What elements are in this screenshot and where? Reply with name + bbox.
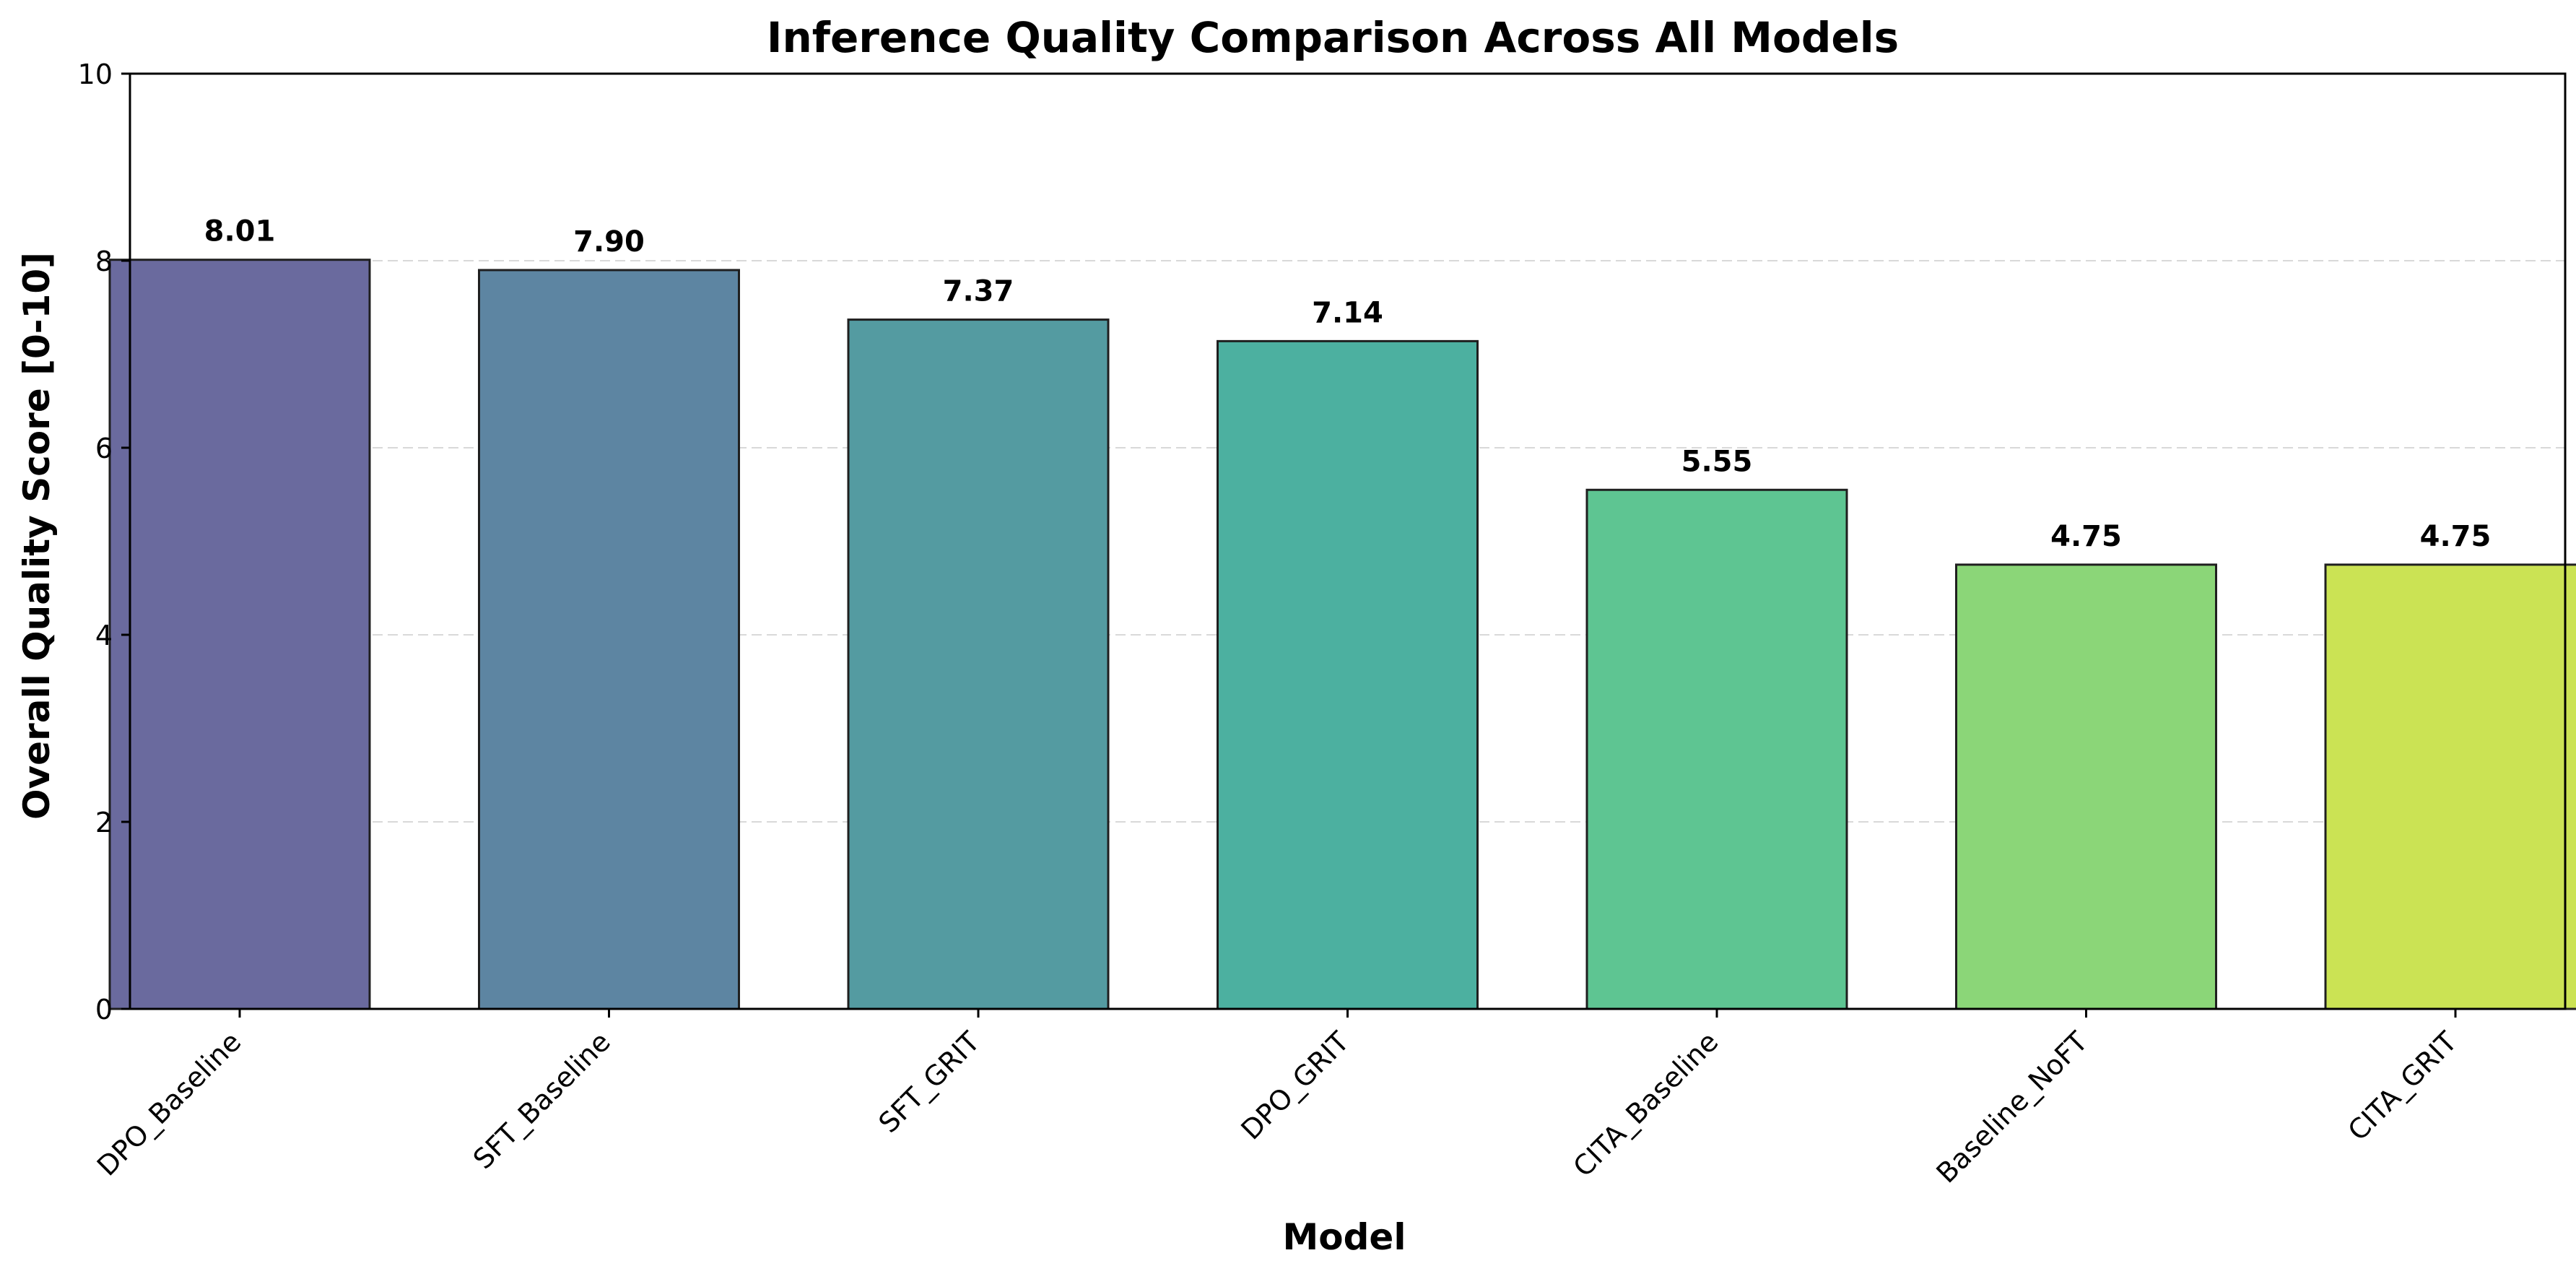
y-tick-label: 4	[95, 620, 113, 651]
y-tick-label: 10	[78, 58, 113, 90]
bar-sft-grit	[847, 318, 1110, 1010]
bar-sft-baseline	[478, 269, 740, 1010]
bar-cita-baseline	[1585, 488, 1848, 1010]
value-labels: 8.01 7.90 7.37 7.14 5.55 4.75 4.75	[204, 215, 2492, 553]
bars	[108, 259, 2576, 1010]
bar-dpo-grit	[1217, 339, 1479, 1010]
chart-title: Inference Quality Comparison Across All …	[767, 13, 1899, 62]
y-tick-label: 2	[95, 807, 113, 838]
y-axis-ticks: 0 2 4 6 8 10	[78, 58, 130, 1026]
y-tick-label: 0	[95, 994, 113, 1026]
value-label: 7.37	[943, 275, 1014, 308]
x-axis-title: Model	[1283, 1216, 1406, 1258]
bar-baseline-noft	[1955, 563, 2217, 1010]
value-label: 7.90	[573, 225, 645, 259]
y-axis-title: Overall Quality Score [0-10]	[16, 252, 58, 820]
value-label: 8.01	[204, 215, 276, 248]
y-tick-label: 6	[95, 433, 113, 464]
value-label: 5.55	[1681, 445, 1753, 478]
value-label: 4.75	[2050, 520, 2122, 553]
value-label: 7.14	[1312, 296, 1383, 329]
value-label: 4.75	[2420, 520, 2492, 553]
y-tick-label: 8	[95, 246, 113, 277]
bar-cita-grit	[2324, 563, 2576, 1010]
bar-dpo-baseline	[108, 259, 371, 1010]
